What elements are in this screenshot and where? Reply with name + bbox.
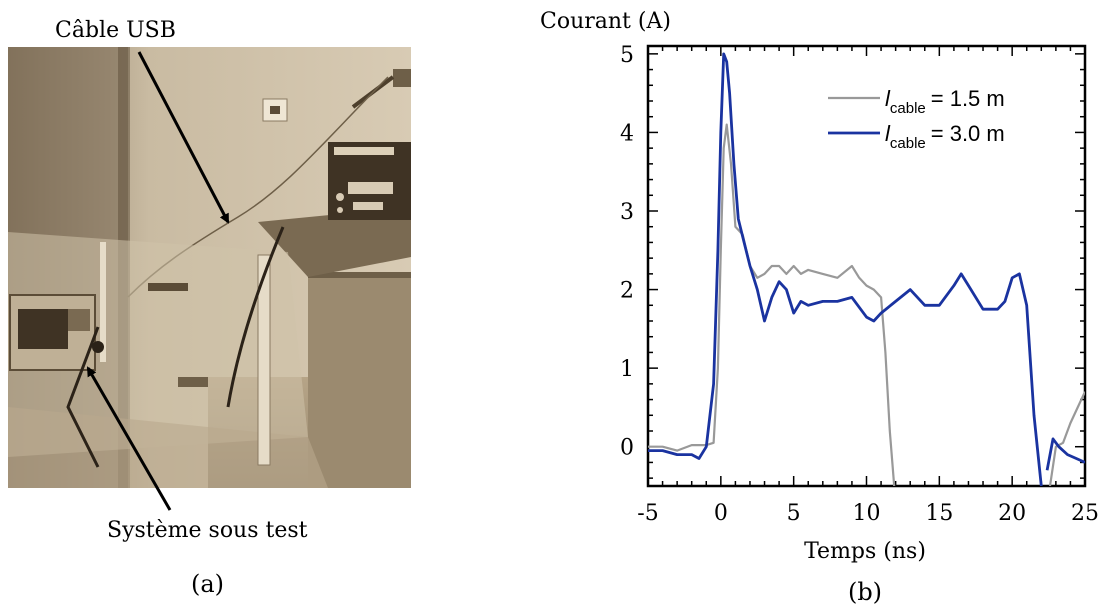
y-tick-label: 1 (620, 357, 634, 382)
x-axis-label: Temps (ns) (804, 539, 926, 564)
x-tick-label: 0 (714, 501, 728, 526)
legend-entry-1: lcable = 3.0 m (885, 121, 1005, 152)
series-line-2 (1050, 392, 1085, 486)
x-tick-label: 10 (853, 501, 881, 526)
label-system-under-test: Système sous test (107, 518, 308, 543)
y-axis-label: Courant (A) (540, 9, 671, 34)
cable-arrow (139, 52, 228, 222)
y-tick-label: 0 (620, 436, 634, 461)
y-tick-label: 5 (620, 43, 634, 68)
series-line-1 (648, 54, 1041, 486)
label-cable-usb: Câble USB (55, 18, 176, 43)
system-arrow (88, 368, 170, 510)
caption-b: (b) (848, 578, 882, 606)
x-tick-label: 20 (998, 501, 1026, 526)
x-tick-label: 5 (787, 501, 801, 526)
chart-legend: lcable = 1.5 m lcable = 3.0 m (828, 86, 1005, 152)
legend-entry-0: lcable = 1.5 m (885, 86, 1005, 117)
x-tick-label: 15 (925, 501, 953, 526)
y-tick-label: 3 (620, 200, 634, 225)
chart-series (648, 54, 1085, 486)
chart-axes (648, 46, 1085, 486)
y-tick-label: 4 (620, 121, 634, 146)
y-tick-label: 2 (620, 279, 634, 304)
x-tick-label: 25 (1071, 501, 1099, 526)
caption-a: (a) (191, 570, 224, 598)
x-tick-label: -5 (637, 501, 658, 526)
plot-frame (648, 46, 1085, 486)
